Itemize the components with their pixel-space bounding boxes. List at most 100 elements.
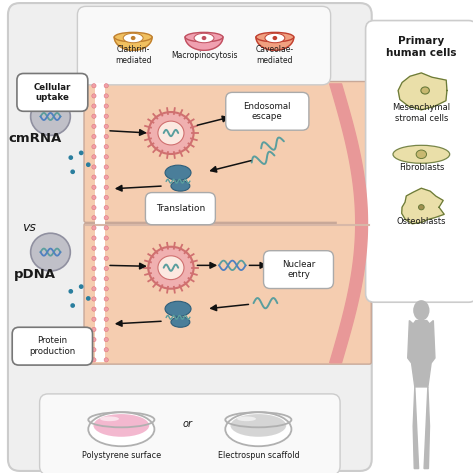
Ellipse shape bbox=[104, 205, 109, 210]
Ellipse shape bbox=[225, 412, 292, 446]
Polygon shape bbox=[114, 37, 152, 50]
FancyBboxPatch shape bbox=[40, 394, 340, 474]
Ellipse shape bbox=[104, 276, 109, 281]
Polygon shape bbox=[424, 387, 429, 469]
Polygon shape bbox=[398, 73, 447, 110]
Ellipse shape bbox=[416, 150, 427, 158]
Ellipse shape bbox=[92, 124, 96, 128]
Text: pDNA: pDNA bbox=[14, 268, 56, 281]
Ellipse shape bbox=[92, 347, 96, 352]
Text: Nuclear
entry: Nuclear entry bbox=[282, 260, 315, 279]
Ellipse shape bbox=[70, 169, 75, 174]
Ellipse shape bbox=[104, 287, 109, 291]
Ellipse shape bbox=[104, 246, 109, 250]
Ellipse shape bbox=[104, 104, 109, 108]
Ellipse shape bbox=[92, 175, 96, 179]
Ellipse shape bbox=[92, 307, 96, 311]
Ellipse shape bbox=[104, 337, 109, 342]
Ellipse shape bbox=[230, 414, 286, 437]
Ellipse shape bbox=[201, 36, 206, 40]
Ellipse shape bbox=[104, 297, 109, 301]
Ellipse shape bbox=[104, 165, 109, 169]
Ellipse shape bbox=[92, 165, 96, 169]
Ellipse shape bbox=[421, 87, 429, 94]
Ellipse shape bbox=[104, 155, 109, 159]
Polygon shape bbox=[401, 188, 444, 224]
Ellipse shape bbox=[265, 33, 285, 43]
Polygon shape bbox=[413, 387, 419, 469]
Ellipse shape bbox=[104, 266, 109, 271]
FancyBboxPatch shape bbox=[8, 3, 372, 471]
Ellipse shape bbox=[92, 287, 96, 291]
Text: Translation: Translation bbox=[156, 204, 205, 213]
Ellipse shape bbox=[92, 145, 96, 149]
Ellipse shape bbox=[104, 83, 109, 88]
Ellipse shape bbox=[131, 36, 136, 40]
Ellipse shape bbox=[31, 98, 70, 136]
Ellipse shape bbox=[171, 181, 190, 191]
Bar bbox=[95, 83, 105, 362]
Text: Osteoblasts: Osteoblasts bbox=[397, 218, 446, 227]
Text: Caveolae-
mediated: Caveolae- mediated bbox=[256, 46, 294, 65]
Ellipse shape bbox=[104, 145, 109, 149]
Ellipse shape bbox=[86, 162, 91, 167]
Ellipse shape bbox=[92, 276, 96, 281]
Ellipse shape bbox=[104, 317, 109, 321]
Ellipse shape bbox=[92, 104, 96, 108]
Ellipse shape bbox=[104, 216, 109, 220]
Ellipse shape bbox=[171, 317, 190, 327]
Text: Protein
production: Protein production bbox=[29, 337, 75, 356]
Ellipse shape bbox=[104, 185, 109, 190]
FancyBboxPatch shape bbox=[226, 92, 309, 130]
Ellipse shape bbox=[92, 226, 96, 230]
Ellipse shape bbox=[92, 83, 96, 88]
Ellipse shape bbox=[104, 124, 109, 128]
Ellipse shape bbox=[92, 256, 96, 261]
Ellipse shape bbox=[92, 236, 96, 240]
Ellipse shape bbox=[92, 195, 96, 200]
FancyBboxPatch shape bbox=[77, 6, 331, 85]
Ellipse shape bbox=[92, 114, 96, 118]
Text: vs: vs bbox=[22, 221, 36, 234]
Ellipse shape bbox=[92, 317, 96, 321]
Text: or: or bbox=[182, 419, 192, 429]
Ellipse shape bbox=[237, 417, 256, 421]
Ellipse shape bbox=[104, 347, 109, 352]
Ellipse shape bbox=[194, 33, 214, 43]
Ellipse shape bbox=[92, 205, 96, 210]
Ellipse shape bbox=[104, 327, 109, 331]
Ellipse shape bbox=[104, 358, 109, 362]
Ellipse shape bbox=[86, 296, 91, 301]
Ellipse shape bbox=[92, 358, 96, 362]
Ellipse shape bbox=[413, 300, 429, 320]
Text: Primary
human cells: Primary human cells bbox=[386, 36, 456, 58]
Ellipse shape bbox=[419, 205, 424, 210]
Text: Polystyrene surface: Polystyrene surface bbox=[82, 451, 161, 460]
Ellipse shape bbox=[79, 284, 83, 289]
Ellipse shape bbox=[92, 297, 96, 301]
Ellipse shape bbox=[70, 303, 75, 308]
Ellipse shape bbox=[68, 155, 73, 160]
FancyBboxPatch shape bbox=[365, 20, 474, 302]
Ellipse shape bbox=[92, 337, 96, 342]
Ellipse shape bbox=[165, 301, 191, 317]
Ellipse shape bbox=[104, 256, 109, 261]
Ellipse shape bbox=[148, 112, 193, 154]
Ellipse shape bbox=[123, 33, 143, 43]
Ellipse shape bbox=[104, 236, 109, 240]
Ellipse shape bbox=[148, 247, 193, 289]
Text: Fibroblasts: Fibroblasts bbox=[399, 163, 444, 172]
Ellipse shape bbox=[92, 155, 96, 159]
Ellipse shape bbox=[114, 32, 152, 42]
Ellipse shape bbox=[104, 135, 109, 139]
Ellipse shape bbox=[273, 36, 277, 40]
Ellipse shape bbox=[93, 414, 149, 437]
FancyBboxPatch shape bbox=[17, 73, 88, 111]
Text: Endosomal
escape: Endosomal escape bbox=[244, 101, 291, 121]
Ellipse shape bbox=[104, 226, 109, 230]
Ellipse shape bbox=[100, 417, 119, 421]
Ellipse shape bbox=[104, 175, 109, 179]
Polygon shape bbox=[408, 320, 435, 387]
Ellipse shape bbox=[104, 114, 109, 118]
Ellipse shape bbox=[92, 216, 96, 220]
